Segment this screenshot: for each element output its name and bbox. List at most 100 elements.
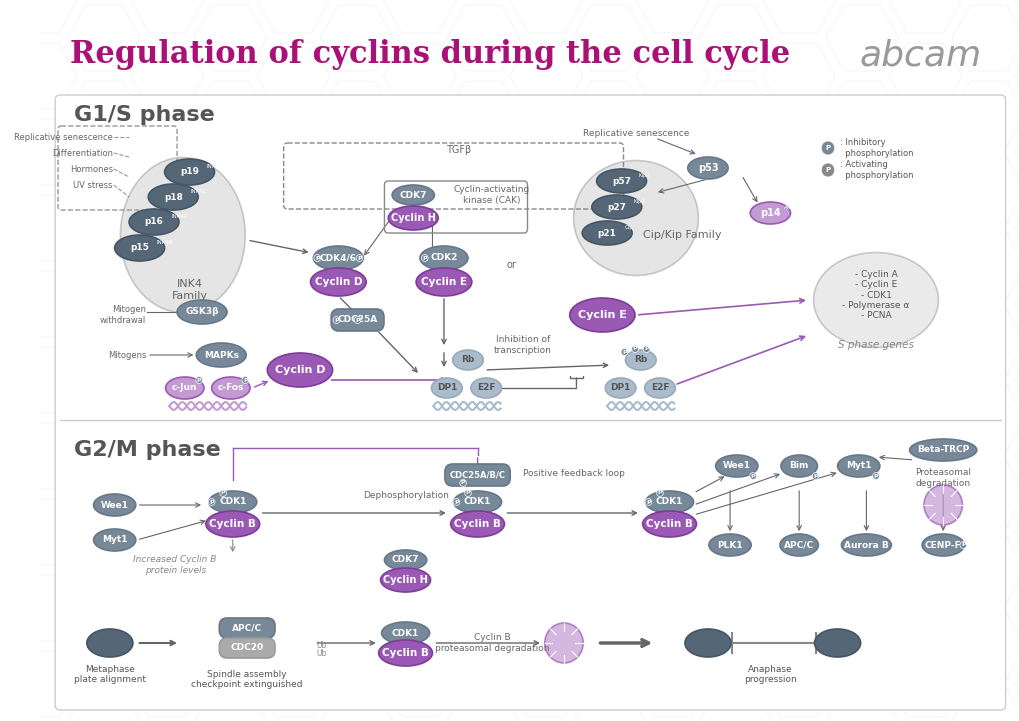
Ellipse shape xyxy=(921,534,963,556)
Ellipse shape xyxy=(209,491,257,513)
Text: p16: p16 xyxy=(145,218,163,226)
Ellipse shape xyxy=(604,378,636,398)
Text: P: P xyxy=(355,317,360,322)
Text: P: P xyxy=(873,474,877,479)
Circle shape xyxy=(820,163,834,177)
Text: P: P xyxy=(750,474,755,479)
Text: Rb: Rb xyxy=(634,355,647,365)
Text: c-Jun: c-Jun xyxy=(172,384,198,392)
Circle shape xyxy=(208,498,215,505)
Text: p18: p18 xyxy=(164,193,182,201)
Circle shape xyxy=(656,490,662,497)
Ellipse shape xyxy=(596,169,646,193)
FancyBboxPatch shape xyxy=(219,618,275,638)
Circle shape xyxy=(421,255,428,262)
Text: Replicative senescence: Replicative senescence xyxy=(14,133,113,141)
Ellipse shape xyxy=(391,185,434,205)
Ellipse shape xyxy=(94,529,136,551)
Ellipse shape xyxy=(378,640,432,666)
Circle shape xyxy=(196,376,203,384)
Text: Cyclin E: Cyclin E xyxy=(578,310,627,320)
Ellipse shape xyxy=(87,629,132,657)
Text: Replicative senescence: Replicative senescence xyxy=(582,128,689,138)
Circle shape xyxy=(644,498,651,505)
Text: p53: p53 xyxy=(697,163,717,173)
Text: Dephosphorylation: Dephosphorylation xyxy=(363,490,448,500)
Text: Regulation of cyclins during the cell cycle: Regulation of cyclins during the cell cy… xyxy=(69,40,789,71)
Ellipse shape xyxy=(573,161,698,275)
Text: P: P xyxy=(357,255,362,260)
Ellipse shape xyxy=(313,246,363,270)
Text: Aurora B: Aurora B xyxy=(843,541,888,549)
Text: CDK4/6: CDK4/6 xyxy=(320,254,357,262)
Text: P: P xyxy=(243,378,248,383)
Text: GSK3β: GSK3β xyxy=(185,307,218,317)
Ellipse shape xyxy=(450,511,504,537)
Text: CDK1: CDK1 xyxy=(655,497,683,506)
Ellipse shape xyxy=(814,629,860,657)
Ellipse shape xyxy=(780,534,817,556)
Text: CDK7: CDK7 xyxy=(399,190,427,200)
Text: P: P xyxy=(622,350,626,355)
Text: P: P xyxy=(197,378,202,383)
Text: APC/C: APC/C xyxy=(232,624,262,632)
Ellipse shape xyxy=(750,202,790,224)
Circle shape xyxy=(465,490,471,497)
Circle shape xyxy=(811,472,818,479)
Text: Differentiation: Differentiation xyxy=(52,149,113,157)
Text: P: P xyxy=(315,255,319,260)
FancyBboxPatch shape xyxy=(55,95,1005,710)
Text: APC/C: APC/C xyxy=(784,541,813,549)
Ellipse shape xyxy=(165,377,204,399)
Ellipse shape xyxy=(841,534,891,556)
Ellipse shape xyxy=(384,550,426,570)
Text: Rb: Rb xyxy=(461,355,474,365)
Text: CDK2: CDK2 xyxy=(430,254,458,262)
Ellipse shape xyxy=(310,268,366,296)
Circle shape xyxy=(452,498,460,505)
Text: Anaphase
progression: Anaphase progression xyxy=(743,665,796,684)
Text: P: P xyxy=(453,500,459,505)
Text: P: P xyxy=(824,167,829,173)
Text: Positive feedback loop: Positive feedback loop xyxy=(522,469,624,477)
Text: Cyclin H: Cyclin H xyxy=(390,213,435,223)
Text: Kip1: Kip1 xyxy=(633,199,644,204)
Ellipse shape xyxy=(708,534,750,556)
Text: p57: p57 xyxy=(611,177,631,185)
Ellipse shape xyxy=(177,300,227,324)
Text: Cip/Kip Family: Cip/Kip Family xyxy=(642,230,720,240)
Text: p15: p15 xyxy=(130,244,149,252)
Circle shape xyxy=(959,541,966,549)
Ellipse shape xyxy=(267,353,332,387)
Circle shape xyxy=(872,472,878,479)
Ellipse shape xyxy=(94,494,136,516)
Text: G2/M phase: G2/M phase xyxy=(74,440,221,460)
Circle shape xyxy=(333,317,339,324)
Circle shape xyxy=(460,479,466,487)
Text: E2F: E2F xyxy=(477,384,495,392)
Text: P: P xyxy=(461,480,465,485)
Text: P: P xyxy=(209,500,214,505)
Text: PLK1: PLK1 xyxy=(716,541,742,549)
Circle shape xyxy=(621,348,628,355)
Text: INK4
Family: INK4 Family xyxy=(171,279,207,301)
Text: P: P xyxy=(422,255,427,260)
Text: CDK1: CDK1 xyxy=(391,629,419,637)
Ellipse shape xyxy=(471,378,501,398)
Text: CENP-F: CENP-F xyxy=(924,541,961,549)
Ellipse shape xyxy=(431,378,462,398)
Text: MAPKs: MAPKs xyxy=(204,350,238,360)
Text: c-Fos: c-Fos xyxy=(217,384,244,392)
Text: G1/S phase: G1/S phase xyxy=(74,105,215,125)
Text: Ub: Ub xyxy=(316,649,326,658)
Text: P: P xyxy=(632,347,637,352)
Text: CDC25A/B/C: CDC25A/B/C xyxy=(449,471,505,479)
Text: Cyclin B
proteasomal degradation: Cyclin B proteasomal degradation xyxy=(434,633,548,653)
FancyBboxPatch shape xyxy=(219,638,275,658)
Circle shape xyxy=(749,472,756,479)
Text: CDK1: CDK1 xyxy=(219,497,247,506)
Ellipse shape xyxy=(388,206,438,230)
Text: Spindle assembly
checkpoint extinguished: Spindle assembly checkpoint extinguished xyxy=(192,670,303,689)
Text: Cyclin H: Cyclin H xyxy=(383,575,428,585)
Circle shape xyxy=(354,317,361,324)
